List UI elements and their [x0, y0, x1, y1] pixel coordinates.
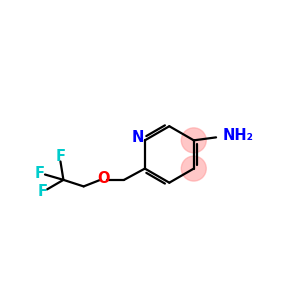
Text: NH₂: NH₂ [223, 128, 254, 143]
Text: N: N [131, 130, 144, 146]
Circle shape [181, 128, 206, 153]
Circle shape [181, 156, 206, 181]
Text: O: O [98, 172, 110, 187]
Text: F: F [56, 149, 65, 164]
Text: F: F [38, 184, 48, 199]
Text: F: F [34, 166, 45, 181]
